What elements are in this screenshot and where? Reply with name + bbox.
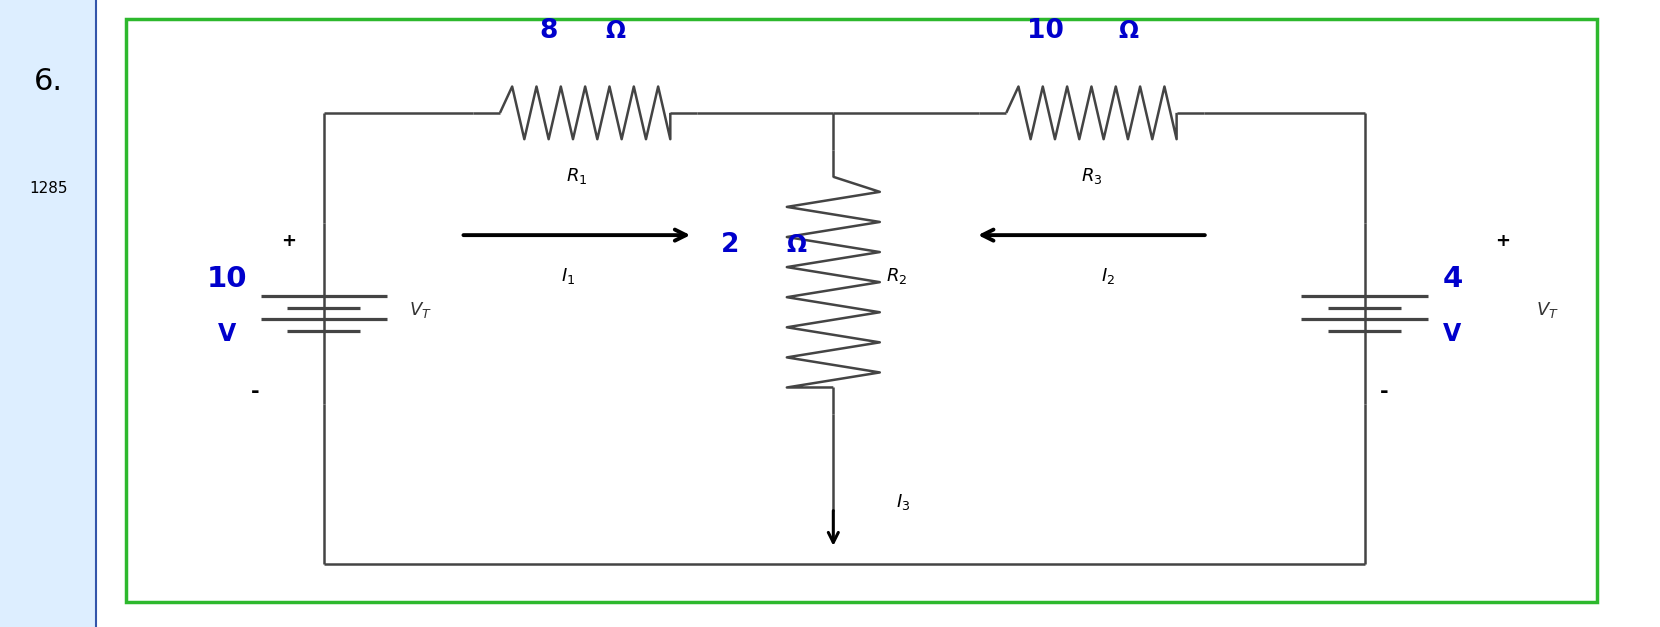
Text: +: +	[281, 233, 297, 250]
Text: -: -	[1379, 382, 1389, 402]
Text: V: V	[1444, 322, 1461, 345]
FancyBboxPatch shape	[0, 0, 96, 627]
Text: 8: 8	[540, 18, 558, 45]
Text: $R_1$: $R_1$	[566, 166, 588, 186]
Text: $I_2$: $I_2$	[1101, 266, 1116, 286]
Text: V: V	[219, 322, 236, 345]
Text: $V_T$: $V_T$	[1536, 300, 1559, 320]
Text: $R_3$: $R_3$	[1081, 166, 1102, 186]
Text: 1285: 1285	[28, 181, 68, 196]
Text: 4: 4	[1443, 265, 1462, 293]
Text: 10: 10	[1026, 18, 1064, 45]
Text: +: +	[1494, 233, 1511, 250]
Text: Ω: Ω	[787, 233, 807, 256]
Text: $R_2$: $R_2$	[886, 266, 906, 286]
Bar	[126, 19, 1597, 602]
Text: Ω: Ω	[604, 19, 626, 43]
Text: $I_3$: $I_3$	[896, 492, 910, 512]
Text: $V_T$: $V_T$	[408, 300, 432, 320]
Text: $I_1$: $I_1$	[561, 266, 576, 286]
Text: 2: 2	[720, 231, 740, 258]
Text: -: -	[251, 382, 261, 402]
Text: Ω: Ω	[1117, 19, 1139, 43]
Text: 10: 10	[208, 265, 247, 293]
Text: 6.: 6.	[33, 67, 63, 96]
